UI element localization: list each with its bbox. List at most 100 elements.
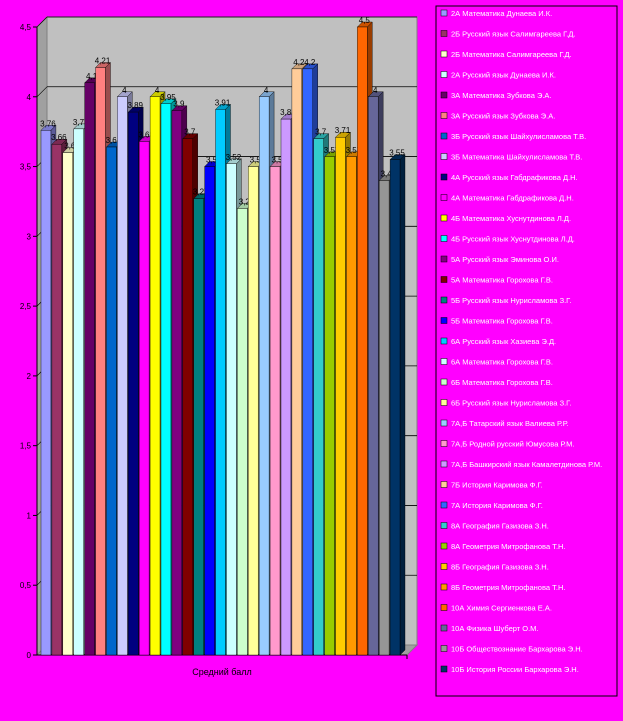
legend-item: 2А Математика Дунаева И.К.	[440, 9, 552, 18]
bar	[335, 137, 346, 656]
data-label: 3,5	[206, 156, 218, 165]
legend-item: 4Б Русский язык Хуснутдинова Л.Д.	[440, 235, 575, 244]
legend-label: 10Б Обществознание Бархарова Э.Н.	[451, 645, 583, 654]
legend-label: 6Б Русский язык Нурисламова З.Г.	[451, 399, 571, 408]
data-label: 3,7	[315, 128, 327, 137]
legend-label: 7А,Б Родной русский Юмусова Р.М.	[451, 440, 574, 449]
legend-item: 3Б Математика Шайхулисламова Т.В.	[440, 153, 582, 162]
legend-swatch	[440, 481, 448, 488]
legend-label: 5Б Математика Горохова Г.В.	[451, 317, 553, 326]
legend-label: 6А Русский язык Хазиева Э.Д.	[451, 337, 556, 346]
legend-item: 5А Русский язык Эминова О.И.	[440, 255, 559, 264]
legend-label: 8Б Геометрия Митрофанова Т.Н.	[451, 583, 565, 592]
legend-label: 4А Математика Габдрафикова Д.Н.	[451, 194, 574, 203]
bar	[269, 166, 281, 656]
legend-label: 2Б Математика Салимгареева Г.Д.	[451, 50, 572, 59]
data-label: 3,27	[193, 188, 209, 197]
legend-label: 8Б География Газизова З.Н.	[451, 563, 549, 572]
y-tick-label: 3	[27, 232, 32, 241]
data-label: 3,84	[280, 108, 296, 117]
data-label: 3,57	[346, 146, 362, 155]
data-label: 4,5	[359, 16, 371, 25]
legend-swatch	[440, 296, 448, 304]
legend-item: 10А Химия Сергиенкова Е.А.	[440, 604, 552, 613]
legend-swatch	[440, 50, 448, 58]
legend-swatch	[440, 255, 448, 263]
legend-label: 3Б Русский язык Шайхулисламова Т.В.	[451, 132, 586, 141]
data-label: 3,89	[127, 101, 143, 110]
bar	[204, 166, 215, 656]
legend-swatch	[440, 276, 448, 283]
legend-swatch	[440, 153, 448, 160]
legend-item: 8А География Газизова З.Н.	[440, 522, 549, 531]
legend-label: 6Б Математика Горохова Г.В.	[451, 378, 553, 387]
legend-item: 8А Геометрия Митрофанова Т.Н.	[440, 542, 566, 551]
legend-item: 5Б Математика Горохова Г.В.	[440, 317, 553, 326]
y-tick-label: 2,5	[20, 302, 32, 311]
y-tick-label: 3,5	[20, 163, 32, 172]
legend-item: 6Б Математика Горохова Г.В.	[440, 378, 553, 387]
legend-swatch	[440, 214, 448, 222]
legend-swatch	[440, 665, 448, 673]
data-label: 3,5	[271, 156, 283, 165]
y-tick-label: 4,5	[20, 23, 32, 32]
legend-swatch	[440, 440, 448, 447]
legend-swatch	[440, 30, 448, 37]
legend-item: 7А История Каримова Ф.Г.	[440, 501, 543, 510]
bar	[171, 110, 183, 656]
y-tick-label: 1,5	[20, 442, 32, 451]
legend-item: 3А Русский язык Зубкова Э.А.	[440, 112, 555, 121]
legend-swatch	[440, 194, 448, 201]
legend-swatch	[440, 399, 448, 406]
legend-label: 5А Русский язык Эминова О.И.	[451, 255, 559, 264]
legend-item: 2Б Математика Салимгареева Г.Д.	[440, 50, 572, 59]
legend-swatch	[440, 317, 448, 324]
legend-item: 2Б Русский язык Салимгареева Г.Д.	[440, 30, 576, 39]
legend-swatch	[440, 112, 448, 119]
legend-label: 7Б История Каримова Ф.Г.	[451, 481, 543, 490]
bar	[182, 138, 193, 656]
legend-label: 3Б Математика Шайхулисламова Т.В.	[451, 153, 582, 162]
y-tick-label: 2	[27, 372, 32, 381]
legend-swatch	[440, 604, 448, 611]
bar	[117, 96, 128, 656]
legend-label: 4Б Математика Хуснутдинова Л.Д.	[451, 214, 571, 223]
legend-swatch	[440, 542, 448, 550]
legend-swatch	[440, 522, 448, 529]
legend-item: 6А Математика Горохова Г.В.	[440, 358, 553, 367]
gridline-side	[36, 16, 48, 28]
y-tick-label: 0,5	[20, 581, 32, 590]
bar-side	[399, 154, 406, 656]
legend-label: 2А Русский язык Дунаева И.К.	[451, 71, 556, 80]
legend-label: 8А География Газизова З.Н.	[451, 522, 549, 531]
y-tick-label: 4	[27, 93, 32, 102]
legend-swatch	[440, 173, 448, 181]
legend-item: 4А Русский язык Габдрафикова Д.Н.	[440, 173, 578, 182]
legend-label: 7А,Б Башкирский язык Камалетдинова Р.М.	[451, 460, 602, 469]
legend-swatch	[440, 9, 448, 17]
bar	[302, 68, 313, 656]
bar	[324, 156, 335, 656]
bar	[40, 130, 52, 656]
data-label: 4	[122, 86, 127, 95]
data-label: 3,7	[184, 128, 196, 137]
data-label: 3,68	[138, 130, 154, 139]
legend-label: 4Б Русский язык Хуснутдинова Л.Д.	[451, 235, 575, 244]
bar	[193, 198, 204, 656]
legend-swatch	[440, 624, 448, 632]
legend-swatch	[440, 71, 448, 78]
bar	[280, 118, 292, 656]
data-label: 3,64	[106, 136, 122, 145]
legend-swatch	[440, 501, 448, 509]
legend-label: 10Б История России Бархарова Э.Н.	[451, 665, 579, 674]
bar	[368, 96, 379, 656]
legend-label: 3А Математика Зубкова Э.А.	[451, 91, 552, 100]
legend-swatch	[440, 583, 448, 591]
legend-label: 10А Физика Шуберт О.М.	[451, 624, 539, 633]
legend-swatch	[440, 645, 448, 652]
legend-item: 6Б Русский язык Нурисламова З.Г.	[440, 399, 571, 408]
bar	[138, 141, 150, 656]
bar	[106, 146, 117, 656]
bar	[95, 67, 106, 656]
